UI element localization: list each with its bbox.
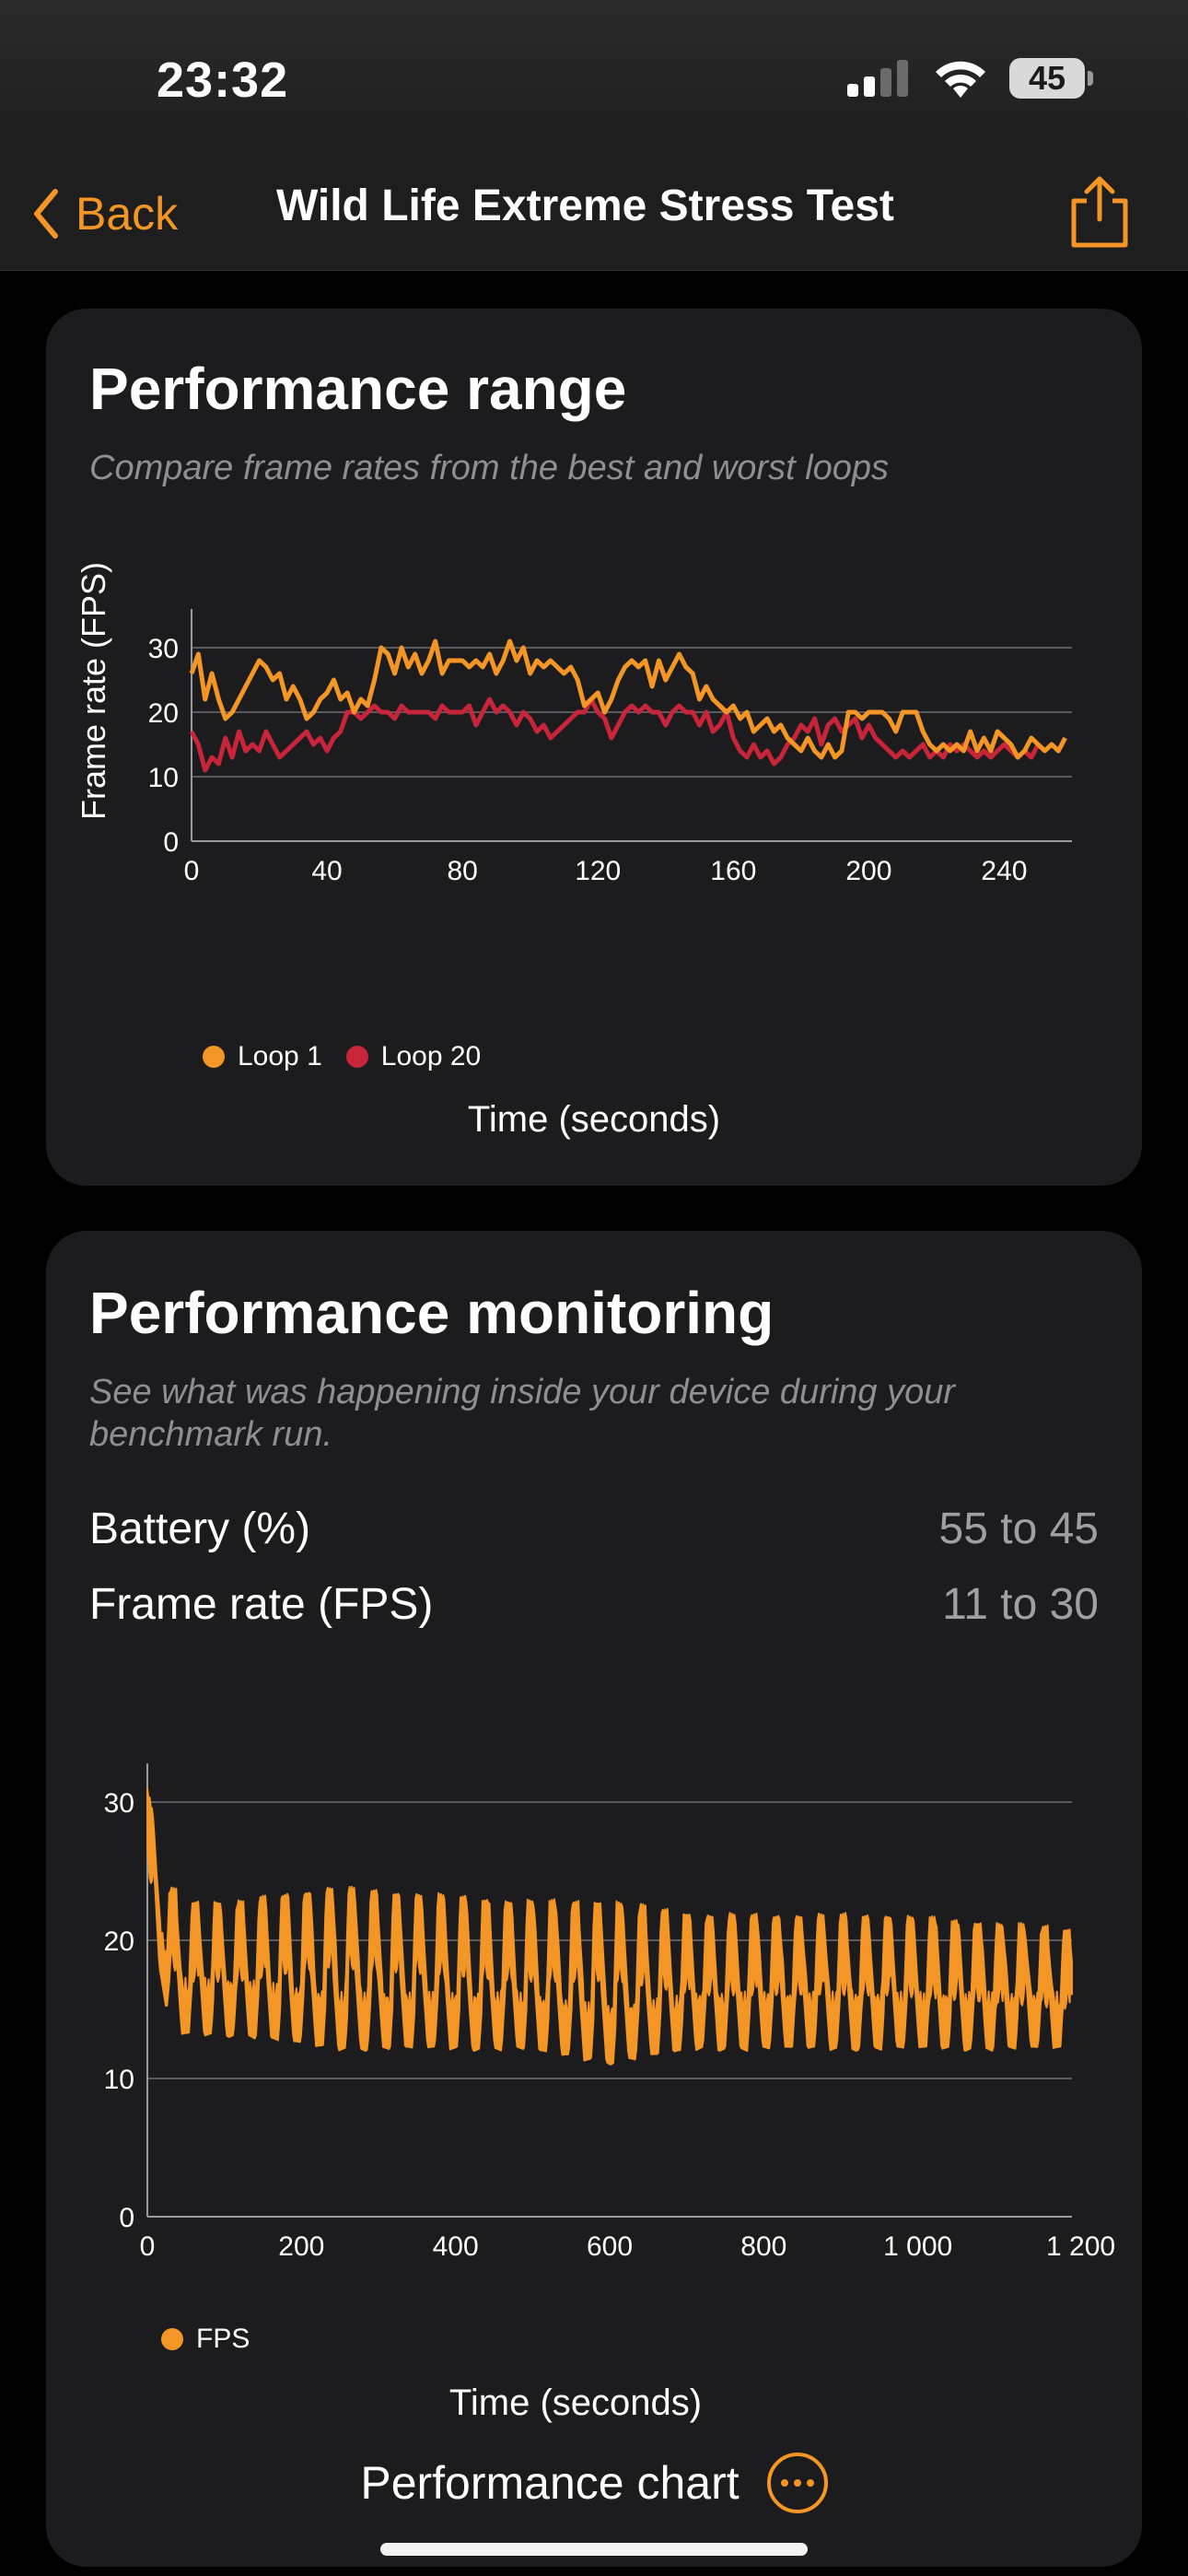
x-tick-label: 400 [433, 2231, 479, 2262]
y-tick-label: 20 [104, 1926, 134, 1957]
performance-chart-button[interactable]: Performance chart [46, 2453, 1142, 2513]
legend-dot-fps [161, 2328, 183, 2350]
frame-rate-row: Frame rate (FPS) 11 to 30 [89, 1579, 1099, 1630]
x-axis-title-monitoring: Time (seconds) [448, 2383, 703, 2423]
y-tick-label: 0 [163, 827, 179, 858]
legend-label-loop-20: Loop 20 [380, 1041, 482, 1071]
status-time: 23:32 [157, 53, 289, 108]
performance-range-chart: Frame rate (FPS) 0 10 20 30 0 40 80 120 160 200 24… [75, 562, 1072, 886]
x-tick-label: 1 200 [1046, 2231, 1115, 2262]
battery-row: Battery (%) 55 to 45 [89, 1504, 1099, 1554]
fps-series [146, 1787, 1073, 2066]
battery-label: Battery (%) [89, 1505, 311, 1553]
status-icons: 45 [847, 55, 1093, 101]
performance-monitoring-subtitle: See what was happening inside your devic… [89, 1373, 956, 1454]
y-tick-label: 30 [104, 1788, 134, 1819]
x-tick-label: 80 [447, 856, 477, 886]
share-icon[interactable] [1065, 173, 1135, 251]
legend-dot-loop-20 [345, 1046, 368, 1068]
home-indicator[interactable] [380, 2543, 808, 2556]
x-tick-label: 120 [575, 856, 621, 886]
y-tick-label: 30 [148, 634, 179, 664]
wifi-icon [936, 61, 985, 98]
performance-monitoring-chart: 0 10 20 30 0 200 400 600 800 1 000 1 200 [104, 1763, 1115, 2262]
x-tick-label: 1 000 [883, 2231, 952, 2262]
navigation-bar: Back Wild Life Extreme Stress Test [0, 157, 1188, 271]
chart-legend: Loop 1 Loop 20 [203, 1041, 481, 1072]
performance-monitoring-card: Performance monitoring See what was happ… [46, 1231, 1142, 2567]
performance-chart-label: Performance chart [360, 2457, 740, 2509]
battery-value: 55 to 45 [938, 1505, 1099, 1553]
frame-rate-label: Frame rate (FPS) [89, 1580, 434, 1629]
x-tick-label: 600 [587, 2231, 633, 2262]
y-tick-label: 20 [148, 698, 179, 729]
performance-range-card: Performance range Compare frame rates fr… [46, 309, 1142, 1186]
more-options-icon [766, 2453, 828, 2513]
performance-range-subtitle: Compare frame rates from the best and wo… [89, 449, 890, 487]
battery-icon: 45 [1009, 58, 1093, 99]
loop-20-line [189, 697, 1047, 773]
page-title: Wild Life Extreme Stress Test [276, 181, 894, 230]
y-tick-label: 10 [104, 2065, 134, 2095]
loop-1-line [189, 638, 1067, 760]
fps-legend: FPS [161, 2324, 250, 2355]
legend-label-loop-1: Loop 1 [238, 1041, 322, 1071]
x-tick-label: 160 [710, 856, 756, 886]
performance-range-title: Performance range [89, 356, 627, 422]
frame-rate-value: 11 to 30 [942, 1580, 1099, 1629]
y-tick-label: 10 [148, 763, 179, 793]
x-tick-label: 0 [184, 856, 200, 886]
x-tick-label: 240 [981, 856, 1027, 886]
x-tick-label: 40 [311, 856, 342, 886]
x-tick-label: 0 [140, 2231, 156, 2262]
performance-monitoring-title: Performance monitoring [89, 1280, 775, 1346]
x-tick-label: 200 [845, 856, 891, 886]
x-tick-label: 800 [740, 2231, 786, 2262]
legend-label-fps: FPS [196, 2324, 250, 2354]
back-button[interactable]: Back [31, 179, 178, 249]
chevron-left-icon [34, 189, 58, 239]
x-axis-title: Time (seconds) [467, 1099, 721, 1140]
back-label: Back [76, 188, 179, 240]
signal-icon [847, 60, 908, 97]
status-bar: 23:32 45 [0, 0, 1188, 157]
y-tick-label: 0 [119, 2203, 134, 2233]
x-tick-label: 200 [278, 2231, 324, 2262]
y-axis-title: Frame rate (FPS) [75, 562, 112, 820]
legend-dot-loop-1 [203, 1046, 225, 1068]
